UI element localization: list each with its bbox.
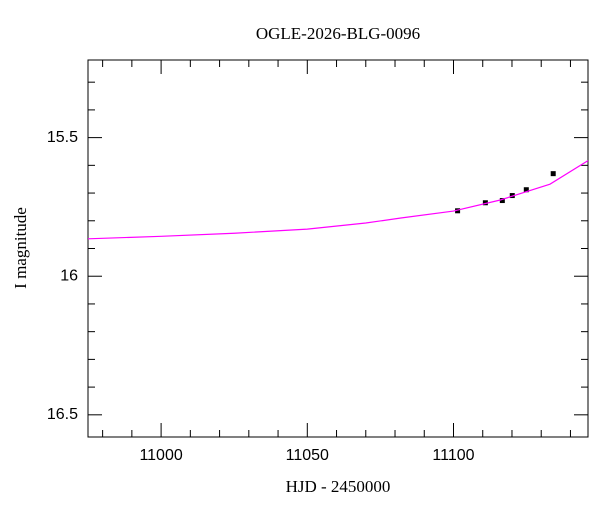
data-point <box>523 187 529 193</box>
data-point <box>455 208 461 214</box>
data-point <box>550 171 556 177</box>
data-point <box>482 200 488 206</box>
x-tick-label: 11050 <box>286 447 329 464</box>
x-axis-label: HJD - 2450000 <box>286 477 391 496</box>
x-tick-label: 11000 <box>139 447 182 464</box>
plot-frame <box>87 59 589 438</box>
y-tick-label: 16 <box>60 267 78 284</box>
y-tick-label: 15.5 <box>47 129 78 146</box>
data-point <box>499 198 505 204</box>
y-tick-label: 16.5 <box>47 406 78 423</box>
model-curve <box>87 160 589 240</box>
y-axis-label: I magnitude <box>11 207 30 289</box>
chart-title: OGLE-2026-BLG-0096 <box>256 24 420 43</box>
x-tick-label: 11100 <box>432 447 474 464</box>
